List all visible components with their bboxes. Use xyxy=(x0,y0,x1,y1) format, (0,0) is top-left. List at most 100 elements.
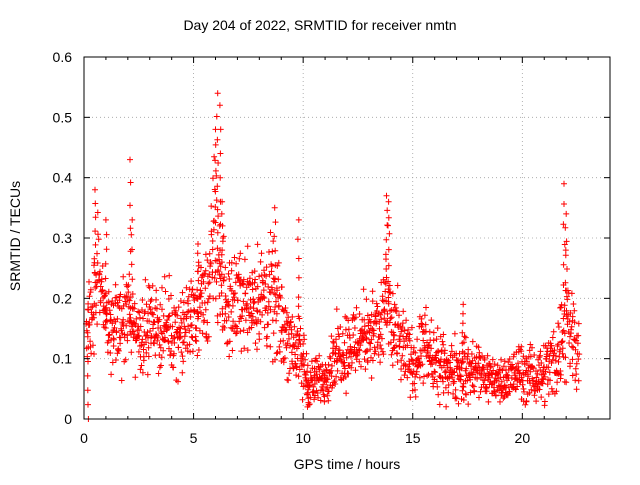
data-point xyxy=(562,279,569,286)
data-point xyxy=(96,271,103,278)
data-point xyxy=(120,273,127,280)
data-point xyxy=(555,320,562,327)
x-axis-label: GPS time / hours xyxy=(293,456,401,472)
data-point xyxy=(346,334,353,341)
data-point xyxy=(252,276,259,283)
data-point xyxy=(333,336,339,343)
data-point xyxy=(529,364,536,371)
data-point xyxy=(390,345,397,352)
data-point xyxy=(334,367,341,374)
data-point xyxy=(405,326,412,333)
data-point xyxy=(274,287,281,294)
data-point xyxy=(85,300,92,307)
data-point xyxy=(574,340,581,347)
data-point xyxy=(558,338,565,345)
data-point xyxy=(295,274,302,281)
data-point xyxy=(260,293,267,300)
data-point xyxy=(547,377,553,384)
data-point xyxy=(387,315,394,322)
data-point xyxy=(209,238,216,244)
data-point xyxy=(368,311,375,318)
data-point xyxy=(435,391,442,398)
data-point xyxy=(380,307,387,314)
data-point xyxy=(113,328,120,335)
data-point xyxy=(98,276,105,283)
data-point xyxy=(165,296,172,302)
data-point xyxy=(321,393,328,400)
data-point xyxy=(385,198,392,205)
data-point xyxy=(526,389,533,396)
data-point xyxy=(575,356,582,363)
data-point xyxy=(131,300,138,307)
data-point xyxy=(288,330,295,337)
data-point xyxy=(205,333,212,340)
data-point xyxy=(242,317,249,324)
data-point xyxy=(86,278,92,285)
data-point xyxy=(139,336,146,343)
data-point xyxy=(90,314,97,321)
data-point xyxy=(214,136,221,143)
data-point xyxy=(323,375,330,382)
data-point xyxy=(403,317,410,324)
data-point xyxy=(313,368,320,375)
data-point xyxy=(451,378,458,385)
data-point xyxy=(149,310,156,317)
data-point xyxy=(504,392,511,399)
data-point xyxy=(292,360,299,367)
data-point xyxy=(506,388,513,395)
data-point xyxy=(110,343,117,349)
data-point xyxy=(106,307,113,314)
data-point xyxy=(315,394,321,401)
data-point xyxy=(383,236,390,243)
data-point xyxy=(256,336,263,343)
data-point xyxy=(514,383,521,390)
data-point xyxy=(264,333,271,340)
data-point xyxy=(232,290,238,297)
data-point xyxy=(103,231,110,238)
data-point xyxy=(545,364,552,371)
data-point xyxy=(501,358,508,365)
data-point xyxy=(429,361,436,367)
data-point xyxy=(304,382,311,389)
data-point xyxy=(419,361,426,368)
data-point xyxy=(301,368,308,375)
data-point xyxy=(413,368,420,375)
data-point xyxy=(337,324,344,330)
chart-title: Day 204 of 2022, SRMTID for receiver nmt… xyxy=(183,17,457,33)
data-point xyxy=(276,348,283,355)
data-point xyxy=(555,358,562,365)
data-point xyxy=(537,367,544,373)
data-point xyxy=(367,346,374,353)
data-point xyxy=(389,362,396,369)
data-point xyxy=(304,368,311,375)
data-point xyxy=(469,338,476,345)
data-point xyxy=(168,348,174,355)
data-point xyxy=(440,331,447,338)
data-point xyxy=(481,377,488,384)
data-point xyxy=(296,332,303,339)
data-point xyxy=(91,351,97,357)
data-point xyxy=(333,373,340,380)
data-point xyxy=(168,292,174,299)
data-point xyxy=(157,344,164,351)
data-point xyxy=(194,286,201,293)
data-point xyxy=(483,388,490,395)
data-point xyxy=(548,342,555,349)
data-point xyxy=(222,310,229,317)
data-point xyxy=(150,325,156,332)
data-point xyxy=(575,332,582,339)
data-point xyxy=(276,343,283,350)
data-point xyxy=(140,315,146,322)
data-point xyxy=(219,247,226,254)
data-point xyxy=(165,338,172,345)
data-point xyxy=(350,332,357,338)
data-point xyxy=(214,206,221,213)
data-point xyxy=(338,358,345,365)
data-point xyxy=(144,371,151,378)
data-point xyxy=(342,374,349,380)
data-point xyxy=(557,304,564,311)
data-point xyxy=(218,259,225,266)
data-point xyxy=(512,386,519,393)
data-point xyxy=(206,271,213,278)
